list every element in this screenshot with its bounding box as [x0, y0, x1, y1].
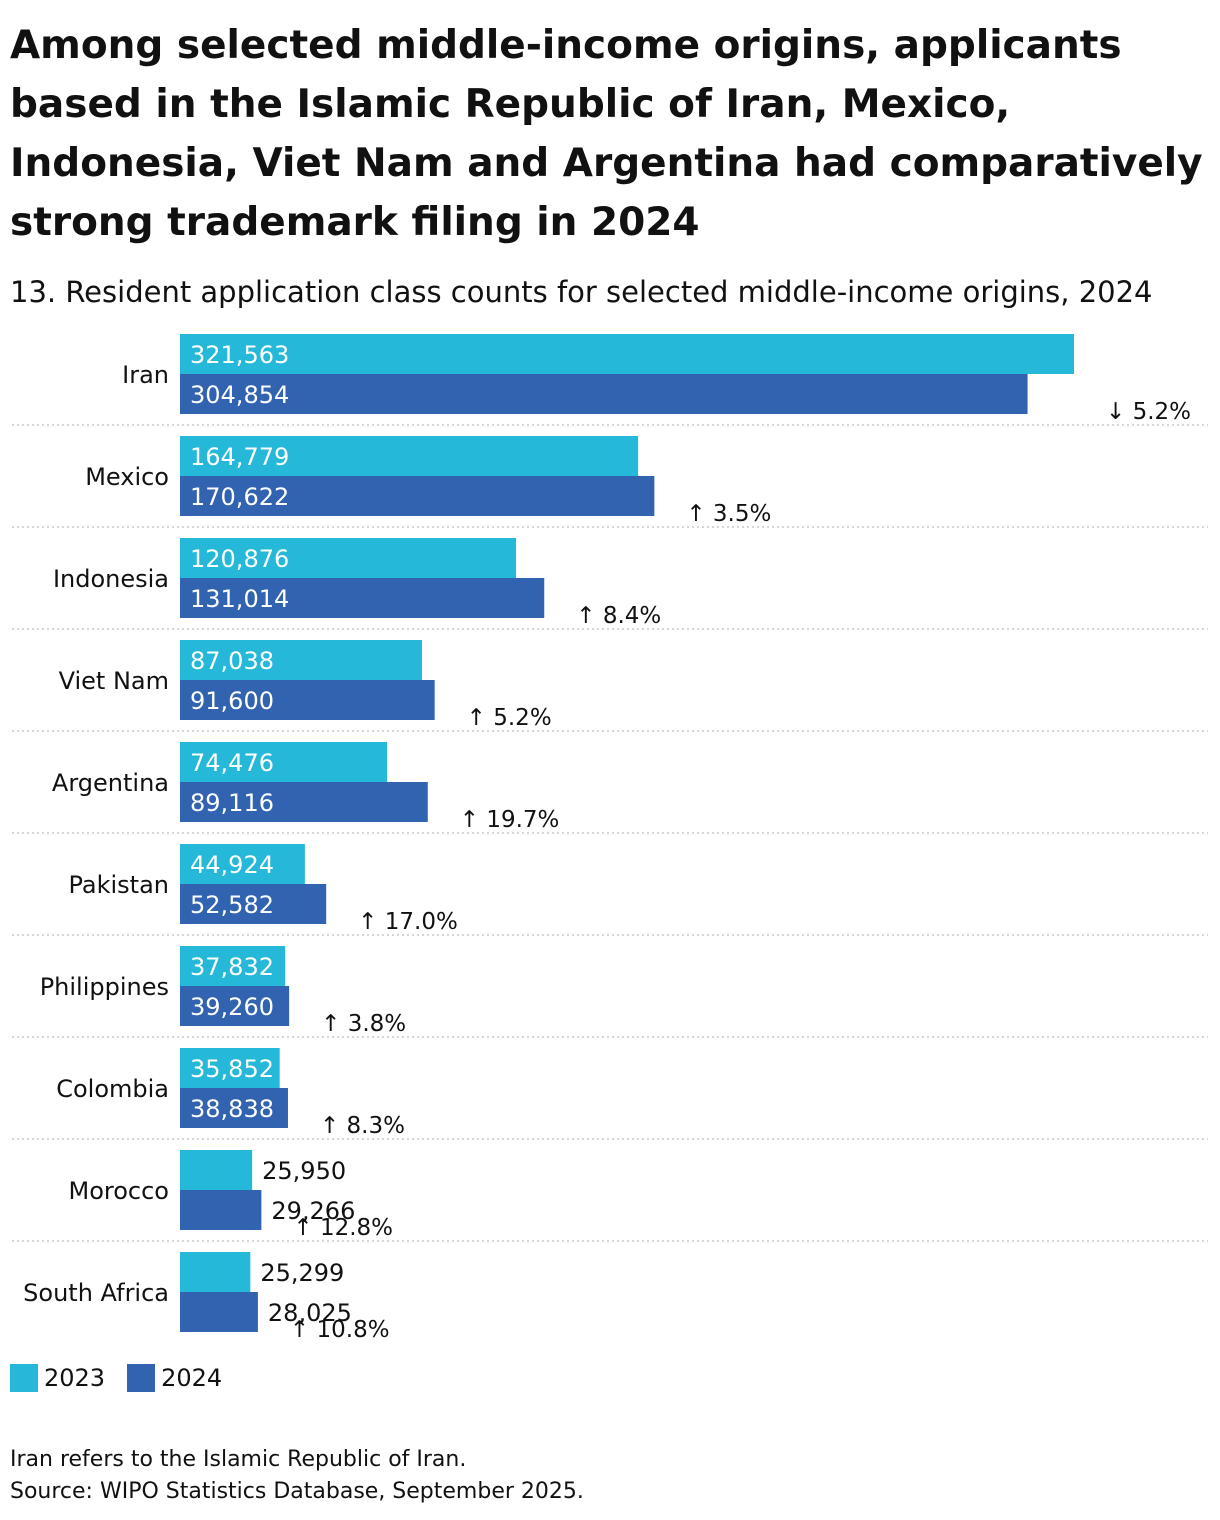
value-label-2023-argentina: 74,476 [190, 749, 274, 777]
value-label-2024-indonesia: 131,014 [190, 585, 289, 613]
growth-label-mexico: ↑ 3.5% [686, 501, 771, 527]
category-label-colombia: Colombia [56, 1075, 169, 1103]
category-label-mexico: Mexico [85, 463, 169, 491]
bar-2024-south-africa [180, 1292, 258, 1332]
category-label-viet-nam: Viet Nam [59, 667, 169, 695]
growth-label-south-africa: ↑ 10.8% [290, 1317, 390, 1343]
footnotes: Iran refers to the Islamic Republic of I… [10, 1444, 584, 1508]
bar-2023-mexico [180, 436, 639, 476]
value-label-2024-mexico: 170,622 [190, 483, 289, 511]
footnote-source: Source: WIPO Statistics Database, Septem… [10, 1479, 584, 1504]
legend-item-2023: 2023 [10, 1364, 105, 1392]
bar-2024-philippines [180, 986, 290, 1026]
bar-2024-argentina [180, 782, 428, 822]
category-label-morocco: Morocco [69, 1177, 170, 1205]
bar-2023-south-africa [180, 1252, 251, 1292]
bar-2024-colombia [180, 1088, 288, 1128]
value-label-2024-argentina: 89,116 [190, 789, 274, 817]
bar-2023-indonesia [180, 538, 517, 578]
value-label-2023-viet-nam: 87,038 [190, 647, 274, 675]
growth-label-argentina: ↑ 19.7% [460, 807, 560, 833]
bar-2024-indonesia [180, 578, 545, 618]
bar-chart: Iran 321,563 304,854 ↓ 5.2% Mexico 164,779 170… [12, 334, 1208, 1343]
value-label-2023-philippines: 37,832 [190, 953, 274, 981]
bar-2024-iran [180, 374, 1028, 414]
bar-2024-viet-nam [180, 680, 435, 720]
chart-subtitle: 13. Resident application class counts fo… [10, 275, 1153, 309]
value-label-2024-viet-nam: 91,600 [190, 687, 274, 715]
bar-2023-philippines [180, 946, 286, 986]
value-label-2023-iran: 321,563 [190, 341, 289, 369]
category-label-south-africa: South Africa [23, 1279, 169, 1307]
growth-label-viet-nam: ↑ 5.2% [467, 705, 552, 731]
bar-2023-morocco [180, 1150, 253, 1190]
growth-label-philippines: ↑ 3.8% [321, 1011, 406, 1037]
growth-label-morocco: ↑ 12.8% [293, 1215, 393, 1241]
growth-label-pakistan: ↑ 17.0% [358, 909, 458, 935]
category-label-indonesia: Indonesia [53, 565, 169, 593]
value-label-2023-morocco: 25,950 [262, 1157, 346, 1185]
value-label-2024-morocco: 29,266 [271, 1197, 355, 1225]
value-label-2024-philippines: 39,260 [190, 993, 274, 1021]
value-label-2023-pakistan: 44,924 [190, 851, 274, 879]
legend-item-2024: 2024 [127, 1364, 222, 1392]
bar-2024-morocco [180, 1190, 262, 1230]
value-label-2024-colombia: 38,838 [190, 1095, 274, 1123]
value-label-2023-south-africa: 25,299 [260, 1259, 344, 1287]
bar-2023-pakistan [180, 844, 305, 884]
growth-label-colombia: ↑ 8.3% [320, 1113, 405, 1139]
bar-2023-iran [180, 334, 1074, 374]
bar-2023-argentina [180, 742, 388, 782]
bar-2024-pakistan [180, 884, 327, 924]
value-label-2024-iran: 304,854 [190, 381, 289, 409]
category-label-philippines: Philippines [40, 973, 169, 1001]
legend-label-2023: 2023 [44, 1364, 106, 1392]
value-label-2023-indonesia: 120,876 [190, 545, 289, 573]
growth-label-indonesia: ↑ 8.4% [576, 603, 661, 629]
legend-swatch-2023 [10, 1364, 38, 1392]
legend-swatch-2024 [127, 1364, 156, 1392]
footnote-iran: Iran refers to the Islamic Republic of I… [10, 1447, 467, 1472]
category-label-iran: Iran [122, 361, 169, 389]
bar-2023-colombia [180, 1048, 280, 1088]
legend: 2023 2024 [10, 1363, 244, 1393]
legend-label-2024: 2024 [161, 1364, 223, 1392]
value-label-2023-mexico: 164,779 [190, 443, 289, 471]
value-label-2024-south-africa: 28,025 [268, 1299, 352, 1327]
bar-2023-viet-nam [180, 640, 422, 680]
value-label-2023-colombia: 35,852 [190, 1055, 274, 1083]
bar-2024-mexico [180, 476, 655, 516]
growth-label-iran: ↓ 5.2% [1106, 399, 1191, 425]
value-label-2024-pakistan: 52,582 [190, 891, 274, 919]
category-label-argentina: Argentina [52, 769, 169, 797]
category-label-pakistan: Pakistan [69, 871, 170, 899]
chart-title: Among selected middle-income origins, ap… [10, 23, 1203, 245]
